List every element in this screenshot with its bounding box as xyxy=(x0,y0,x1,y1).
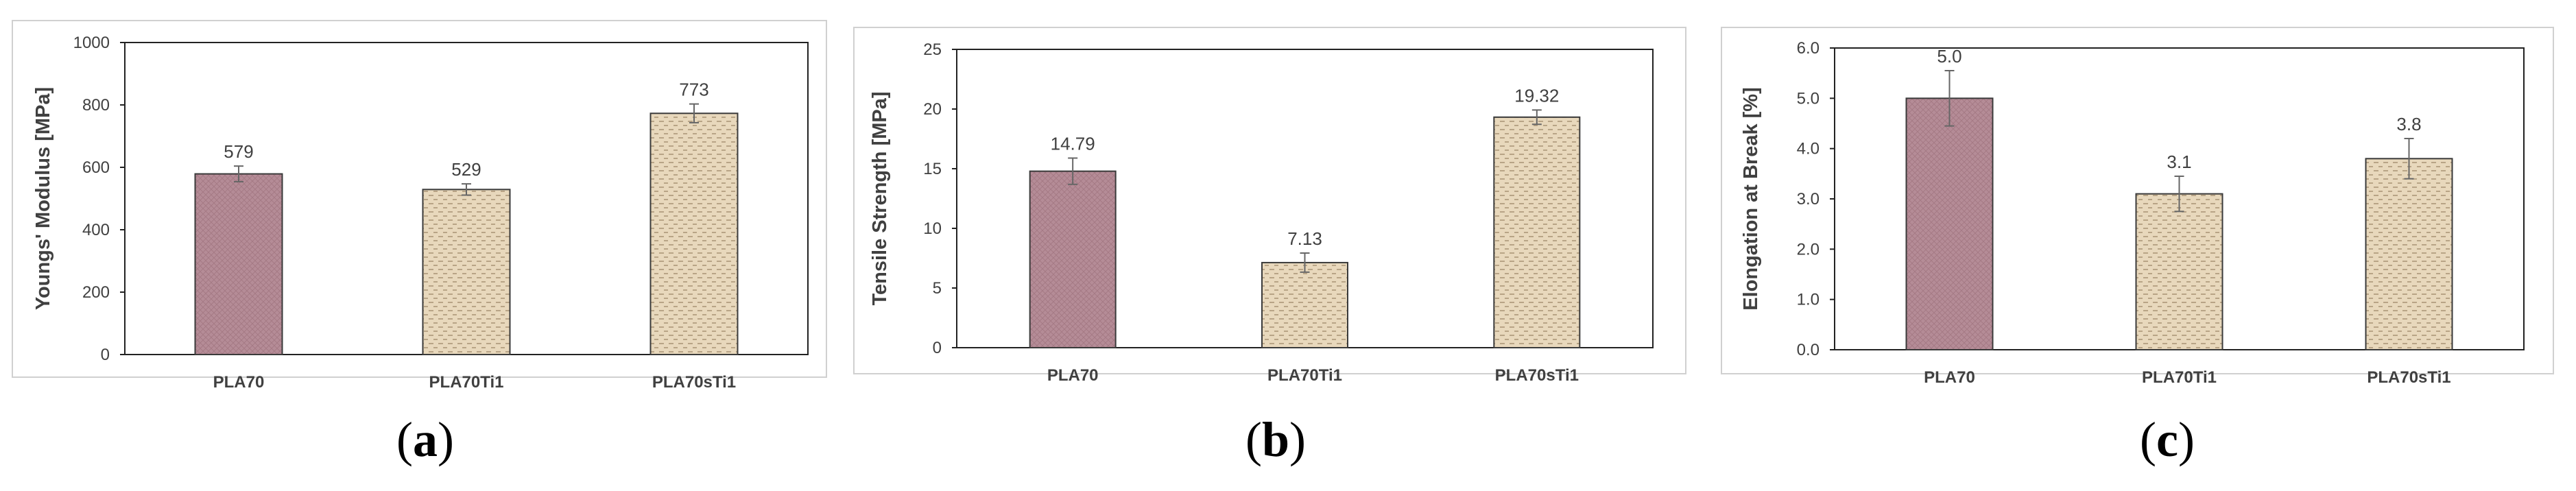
y-tick-label: 0.0 xyxy=(1797,341,1820,359)
bar-pla70ti1 xyxy=(422,189,511,355)
x-tick-label: PLA70sTi1 xyxy=(2367,368,2450,387)
x-tick-label: PLA70sTi1 xyxy=(652,373,736,392)
bar-pla70ti1 xyxy=(1261,261,1348,348)
x-tick-label: PLA70 xyxy=(1047,366,1099,385)
bar-pla70ti1 xyxy=(2135,193,2223,350)
y-tick-label: 200 xyxy=(82,283,110,302)
chart-panel-c: 0.0 1.0 2.0 3.0 4.0 5.0 6.0 Elongation at Break… xyxy=(1715,0,2572,491)
bar-pla70sti1 xyxy=(1493,116,1581,348)
data-label: 19.32 xyxy=(1514,85,1559,106)
x-tick-label: PLA70Ti1 xyxy=(1267,366,1342,385)
caption-b-letter: b xyxy=(1261,412,1290,467)
caption-b: (b) xyxy=(1245,412,1306,467)
y-tick-label: 1000 xyxy=(73,34,110,52)
x-tick-label: PLA70 xyxy=(213,373,265,392)
y-tick-label: 4.0 xyxy=(1797,140,1820,158)
data-label: 3.1 xyxy=(2167,152,2191,172)
x-tick-label: PLA70sTi1 xyxy=(1495,366,1579,385)
x-tick-label: PLA70Ti1 xyxy=(2142,368,2217,387)
bar-pla70 xyxy=(1905,97,1994,350)
y-tick-label: 25 xyxy=(923,40,942,59)
y-tick-label: 10 xyxy=(923,219,942,238)
y-tick-label: 5.0 xyxy=(1797,89,1820,108)
chart-panel-a: 0 200 400 600 800 1000 Youngs' Modulus [MPa] 57… xyxy=(0,0,850,491)
data-label: 3.8 xyxy=(2396,114,2421,134)
caption-a: (a) xyxy=(396,412,454,467)
y-tick-label: 400 xyxy=(82,221,110,239)
x-tick-label: PLA70Ti1 xyxy=(429,373,504,392)
caption-a-letter: a xyxy=(413,412,438,467)
y-tick-label: 6.0 xyxy=(1797,39,1820,58)
y-tick-label: 0 xyxy=(933,339,942,357)
chart-panel-b: 0 5 10 15 20 25 Tensile Strength [MPa] 14.79 PLA… xyxy=(850,0,1708,491)
data-label: 529 xyxy=(451,159,481,180)
caption-c-letter: c xyxy=(2156,412,2178,467)
y-tick-label: 20 xyxy=(923,100,942,119)
y-axis-label: Tensile Strength [MPa] xyxy=(869,91,891,305)
chart-b-svg: 0 5 10 15 20 25 Tensile Strength [MPa] 14.79 PLA… xyxy=(853,27,1686,385)
data-label: 773 xyxy=(679,80,708,100)
chart-a-svg: 0 200 400 600 800 1000 Youngs' Modulus [MPa] 57… xyxy=(12,20,827,392)
caption-c: (c) xyxy=(2140,412,2195,467)
bar-pla70sti1 xyxy=(2365,158,2453,350)
data-label: 579 xyxy=(224,141,253,162)
bar-pla70sti1 xyxy=(649,112,739,355)
chart-c-svg: 0.0 1.0 2.0 3.0 4.0 5.0 6.0 Elongation at Break… xyxy=(1721,27,2554,387)
data-label: 7.13 xyxy=(1287,228,1322,249)
y-tick-label: 0 xyxy=(101,346,110,364)
y-tick-label: 800 xyxy=(82,96,110,115)
y-tick-label: 15 xyxy=(923,160,942,178)
y-axis-label: Youngs' Modulus [MPa] xyxy=(32,87,54,310)
y-axis-label: Elongation at Break [%] xyxy=(1740,87,1762,311)
bar-pla70 xyxy=(1029,170,1117,349)
y-tick-label: 3.0 xyxy=(1797,190,1820,208)
y-tick-label: 600 xyxy=(82,158,110,177)
y-tick-label: 2.0 xyxy=(1797,240,1820,259)
y-tick-label: 1.0 xyxy=(1797,291,1820,309)
bar-pla70 xyxy=(194,173,283,355)
data-label: 5.0 xyxy=(1937,46,1961,67)
data-label: 14.79 xyxy=(1051,134,1095,154)
x-tick-label: PLA70 xyxy=(1924,368,1975,387)
y-tick-label: 5 xyxy=(933,279,942,298)
